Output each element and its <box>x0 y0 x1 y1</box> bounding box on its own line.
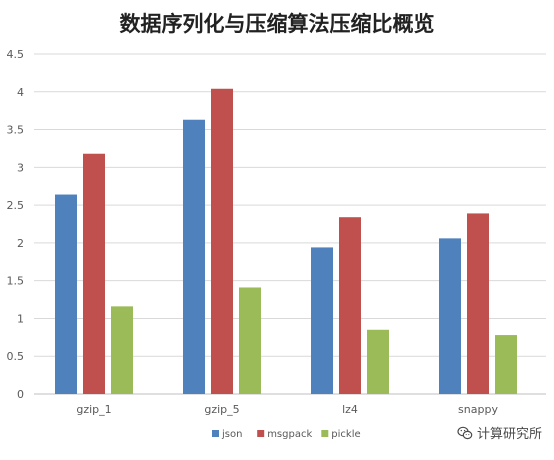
legend-label-pickle: pickle <box>331 429 360 440</box>
watermark: 计算研究所 <box>457 423 542 442</box>
y-tick-label: 1 <box>17 312 24 325</box>
bar-pickle-snappy <box>495 335 517 394</box>
bar-json-gzip_1 <box>55 194 77 394</box>
y-tick-label: 3.5 <box>7 124 25 137</box>
legend-swatch-msgpack <box>257 430 265 437</box>
legend: json msgpack pickle <box>212 429 361 440</box>
watermark-text: 计算研究所 <box>476 427 542 442</box>
y-tick-label: 1.5 <box>7 275 25 288</box>
wechat-icon <box>457 425 473 441</box>
y-tick-label: 3 <box>17 161 24 174</box>
bar-pickle-gzip_1 <box>111 306 133 394</box>
bar-json-lz4 <box>311 247 333 394</box>
legend-label-msgpack: msgpack <box>267 429 312 440</box>
bar-json-gzip_5 <box>183 119 205 394</box>
x-tick-label: gzip_1 <box>76 403 111 416</box>
y-tick-label: 2.5 <box>7 199 25 212</box>
x-tick-label: snappy <box>458 403 498 416</box>
x-axis-labels: gzip_1 gzip_5 lz4 snappy <box>76 403 498 416</box>
bars <box>55 88 517 394</box>
y-tick-label: 0 <box>17 388 24 401</box>
legend-swatch-json <box>212 430 219 437</box>
x-tick-label: gzip_5 <box>204 403 239 416</box>
bar-msgpack-gzip_1 <box>83 153 105 394</box>
bar-msgpack-gzip_5 <box>211 88 233 394</box>
chart-title: 数据序列化与压缩算法压缩比概览 <box>120 12 435 36</box>
bar-pickle-lz4 <box>367 329 389 394</box>
x-tick-label: lz4 <box>342 403 358 416</box>
bar-pickle-gzip_5 <box>239 287 261 394</box>
y-tick-label: 2 <box>17 237 24 250</box>
y-tick-label: 4 <box>17 86 24 99</box>
y-tick-label: 4.5 <box>7 48 25 61</box>
bar-json-snappy <box>439 238 461 394</box>
bar-msgpack-lz4 <box>339 217 361 394</box>
bar-msgpack-snappy <box>467 213 489 394</box>
legend-swatch-pickle <box>321 430 329 437</box>
legend-label-json: json <box>221 429 242 440</box>
y-axis-ticks: 0 0.5 1 1.5 2 2.5 3 3.5 4 4.5 <box>7 48 25 401</box>
y-tick-label: 0.5 <box>7 350 25 363</box>
